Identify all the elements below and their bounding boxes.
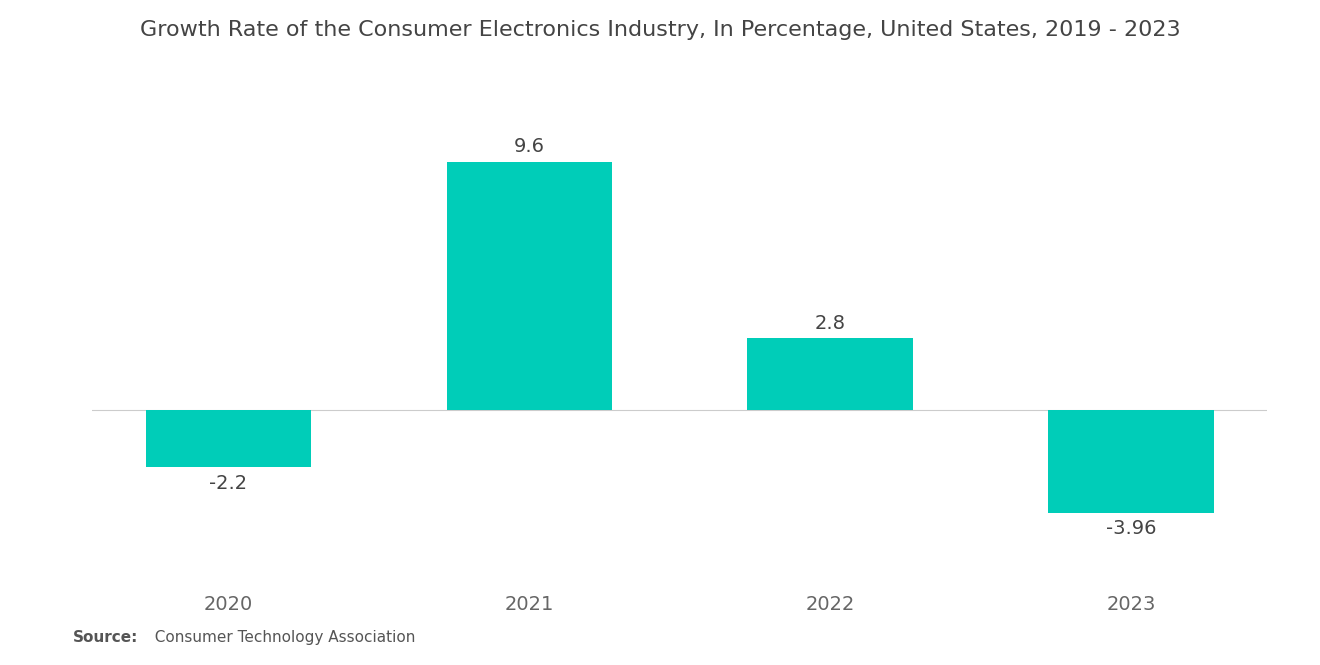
Bar [747,338,913,410]
Bar [446,162,612,410]
Text: Growth Rate of the Consumer Electronics Industry, In Percentage, United States, : Growth Rate of the Consumer Electronics … [140,20,1180,40]
Text: Source:: Source: [73,630,139,645]
Text: -3.96: -3.96 [1106,519,1156,538]
Text: 9.6: 9.6 [513,138,545,156]
Bar [145,410,312,467]
Text: 2.8: 2.8 [814,313,846,332]
Bar [1048,410,1214,513]
Text: -2.2: -2.2 [210,473,248,493]
Text: Consumer Technology Association: Consumer Technology Association [145,630,416,645]
